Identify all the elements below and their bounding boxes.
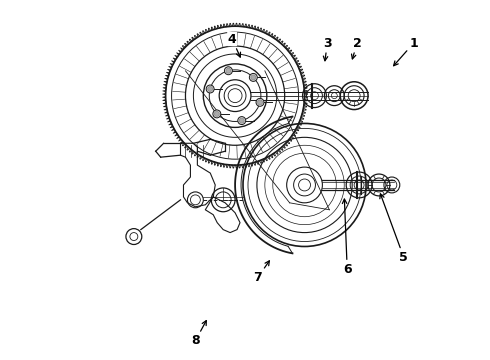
Circle shape	[214, 111, 220, 116]
Text: 6: 6	[343, 199, 351, 276]
Polygon shape	[205, 197, 240, 233]
Text: 1: 1	[393, 37, 418, 66]
Polygon shape	[180, 143, 215, 207]
Text: 3: 3	[323, 37, 332, 61]
Circle shape	[213, 110, 221, 118]
Circle shape	[206, 85, 214, 93]
Circle shape	[208, 86, 213, 91]
Circle shape	[224, 67, 232, 75]
Circle shape	[239, 118, 244, 123]
Text: 2: 2	[351, 37, 362, 59]
Circle shape	[238, 117, 245, 125]
Circle shape	[226, 68, 231, 73]
Text: 7: 7	[253, 261, 270, 284]
Text: 8: 8	[191, 321, 206, 347]
Circle shape	[251, 75, 256, 80]
Circle shape	[249, 73, 257, 81]
Text: 5: 5	[380, 194, 408, 264]
Text: 4: 4	[228, 33, 241, 57]
Circle shape	[258, 100, 263, 105]
Circle shape	[256, 98, 264, 106]
